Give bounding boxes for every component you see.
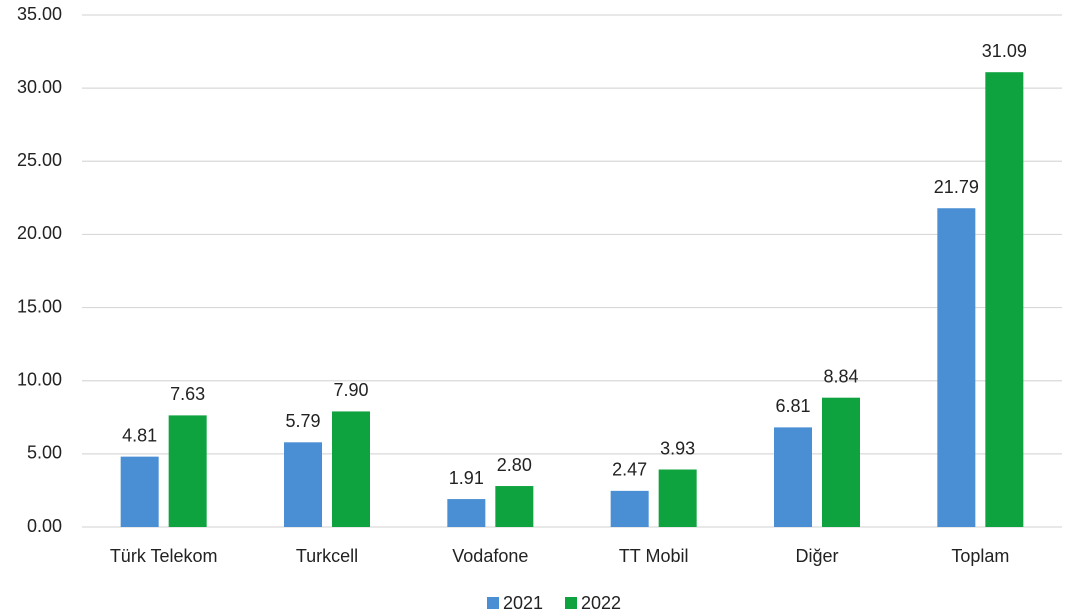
y-tick-label: 30.00 [17,77,62,97]
x-tick-label: Toplam [951,546,1009,566]
data-label: 2.47 [612,460,647,480]
bar [774,427,812,527]
x-tick-label: Turkcell [296,546,358,566]
y-tick-label: 25.00 [17,150,62,170]
bar [284,442,322,527]
bar [332,411,370,527]
bar [610,490,649,527]
data-label: 31.09 [982,41,1027,61]
x-tick-label: Diğer [795,546,838,566]
data-label: 21.79 [934,177,979,197]
y-tick-label: 20.00 [17,223,62,243]
legend-swatch [565,597,577,609]
data-label: 2.80 [497,455,532,475]
bar [447,499,486,527]
data-label: 8.84 [823,366,858,386]
bar [120,456,159,527]
legend-label: 2022 [581,593,621,613]
data-label: 7.90 [333,380,368,400]
y-tick-label: 0.00 [27,516,62,536]
legend-swatch [487,597,499,609]
bar [168,415,207,527]
bar [822,397,860,527]
bar [658,469,697,527]
x-tick-label: TT Mobil [619,546,689,566]
data-label: 5.79 [285,411,320,431]
y-tick-label: 10.00 [17,369,62,389]
bar [937,208,976,528]
data-label: 4.81 [122,425,157,445]
y-tick-label: 35.00 [17,4,62,24]
y-tick-label: 15.00 [17,296,62,316]
data-label: 3.93 [660,438,695,458]
legend-label: 2021 [503,593,543,613]
y-tick-label: 5.00 [27,443,62,463]
data-label: 7.63 [170,384,205,404]
bar [495,486,534,527]
x-tick-label: Türk Telekom [110,546,218,566]
x-tick-label: Vodafone [452,546,528,566]
data-label: 1.91 [449,468,484,488]
data-label: 6.81 [775,396,810,416]
bar [985,72,1024,527]
